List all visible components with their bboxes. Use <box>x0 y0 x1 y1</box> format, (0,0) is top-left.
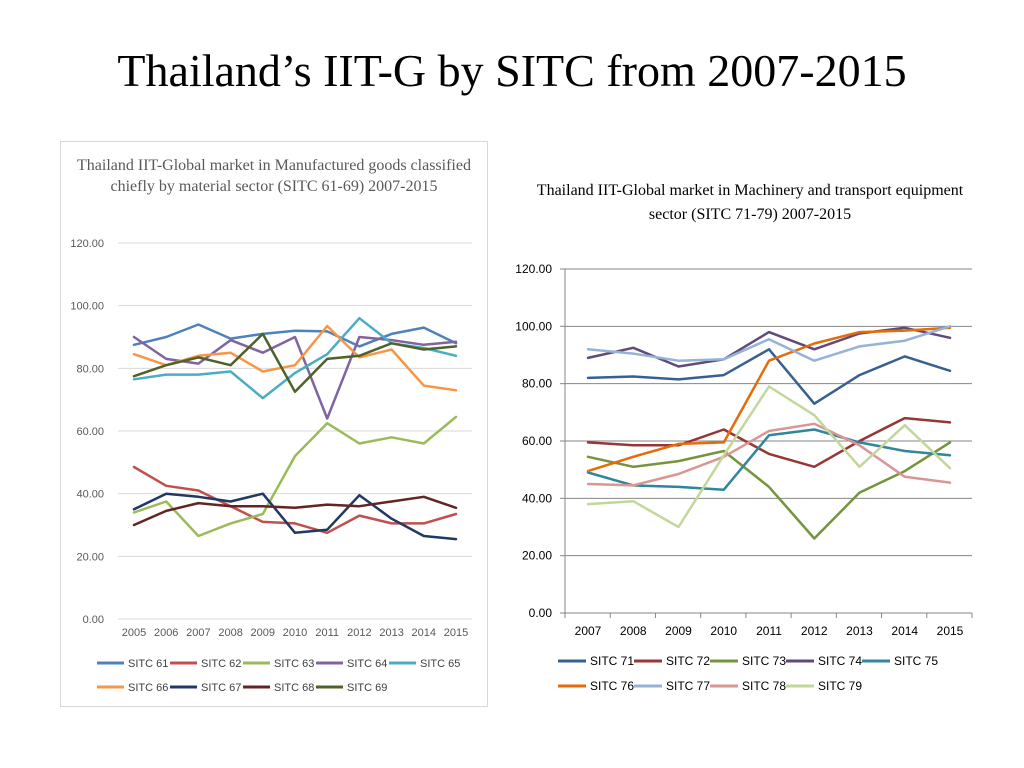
chart1-legend-label: SITC 65 <box>420 658 460 670</box>
chart1-ytick-label: 20.00 <box>76 551 104 563</box>
chart2-ytick-label: 0.00 <box>529 606 553 620</box>
chart1-xtick-label: 2015 <box>444 627 468 639</box>
chart2-series-line <box>586 422 952 487</box>
chart2-series-line <box>586 428 952 491</box>
chart1-legend-label: SITC 61 <box>128 658 168 670</box>
chart2-xtick-label: 2010 <box>710 624 737 638</box>
chart2-series-line <box>586 416 952 469</box>
chart2-ytick-label: 100.00 <box>515 319 552 333</box>
chart1-series-line <box>132 415 458 538</box>
chart2-legend-label: SITC 77 <box>666 679 710 693</box>
chart2-series-line <box>586 441 952 540</box>
chart1-xtick-label: 2014 <box>412 627 436 639</box>
chart2-title: Thailand IIT-Global market in Machinery … <box>536 182 964 223</box>
chart2-xtick-label: 2014 <box>891 624 918 638</box>
chart1-title: Thailand IIT-Global market in Manufactur… <box>77 157 471 195</box>
chart1-xtick-label: 2006 <box>154 627 178 639</box>
chart2-legend-label: SITC 76 <box>590 679 634 693</box>
chart2-legend-label: SITC 72 <box>666 654 710 668</box>
chart1-ytick-label: 120.00 <box>70 238 104 250</box>
chart1-panel <box>60 141 488 707</box>
chart1-xtick-label: 2013 <box>379 627 403 639</box>
chart2-series-line <box>586 326 952 473</box>
slide-title: Thailand’s IIT-G by SITC from 2007-2015 <box>117 45 907 96</box>
chart2-xtick-label: 2008 <box>620 624 647 638</box>
chart1-series-line <box>132 492 458 541</box>
chart2-legend-label: SITC 71 <box>590 654 634 668</box>
chart1-xtick-label: 2007 <box>186 627 210 639</box>
chart1-series-line <box>132 324 458 392</box>
chart1-ytick-label: 100.00 <box>70 301 104 313</box>
chart1-ytick-label: 60.00 <box>76 426 104 438</box>
chart1-xtick-label: 2009 <box>251 627 275 639</box>
chart1-ytick-label: 80.00 <box>76 363 104 375</box>
chart1-series-line <box>132 332 458 394</box>
chart2-xtick-label: 2015 <box>937 624 964 638</box>
chart2-xtick-label: 2007 <box>575 624 602 638</box>
chart2-xtick-label: 2011 <box>756 624 782 638</box>
chart1-legend-label: SITC 67 <box>201 682 241 694</box>
chart1-ytick-label: 0.00 <box>83 614 104 626</box>
chart1-legend-label: SITC 66 <box>128 682 168 694</box>
chart2-series-line <box>586 325 952 362</box>
chart1-legend-label: SITC 68 <box>274 682 314 694</box>
chart1-xtick-label: 2011 <box>315 627 339 639</box>
chart2-xtick-label: 2013 <box>846 624 873 638</box>
chart2-legend-label: SITC 78 <box>742 679 786 693</box>
chart2-ytick-label: 20.00 <box>522 549 552 563</box>
chart2-legend-label: SITC 74 <box>818 654 862 668</box>
chart2-legend-label: SITC 79 <box>818 679 862 693</box>
chart2-xtick-label: 2012 <box>801 624 828 638</box>
chart2-series-line <box>586 385 952 529</box>
chart2-xtick-label: 2009 <box>665 624 692 638</box>
chart1-series-line <box>132 495 458 527</box>
chart2-ytick-label: 40.00 <box>522 491 552 505</box>
chart1-xtick-label: 2005 <box>122 627 146 639</box>
chart1-series-line <box>132 335 458 420</box>
chart2-ytick-label: 60.00 <box>522 434 552 448</box>
chart1-legend-label: SITC 64 <box>347 658 387 670</box>
chart1-legend-label: SITC 63 <box>274 658 314 670</box>
chart1-xtick-label: 2008 <box>218 627 242 639</box>
chart2-ytick-label: 120.00 <box>515 262 552 276</box>
chart1-legend-label: SITC 62 <box>201 658 241 670</box>
chart2-legend-label: SITC 73 <box>742 654 786 668</box>
chart1-series-line <box>132 323 458 348</box>
chart2-series-line <box>586 326 952 368</box>
chart2-legend-label: SITC 75 <box>894 654 938 668</box>
chart1-xtick-label: 2012 <box>347 627 371 639</box>
chart1-ytick-label: 40.00 <box>76 489 104 501</box>
chart2-series-line <box>586 348 952 405</box>
chart1-xtick-label: 2010 <box>283 627 307 639</box>
chart1-legend-label: SITC 69 <box>347 682 387 694</box>
chart2-ytick-label: 80.00 <box>522 377 552 391</box>
